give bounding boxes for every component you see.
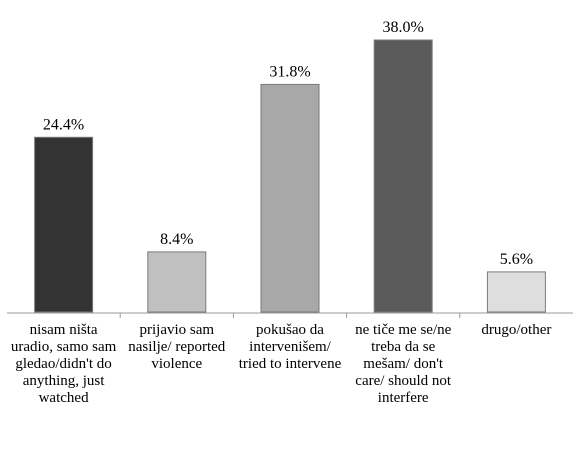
category-label-4: ne tiče me se/ne treba da se mešam/ don'… [355,322,452,406]
category-label-2: prijavio sam nasilje/ reported violence [128,322,226,372]
category-label-3: pokušao da intervenišem/ tried to interv… [238,322,342,372]
value-label-4: 38.0% [383,19,424,36]
category-label-1: nisam ništa uradio, samo sam gledao/didn… [10,322,117,406]
value-label-5: 5.6% [500,251,533,268]
bar-4 [373,39,433,313]
bar-5 [486,271,546,313]
bar-1 [34,136,94,313]
bar-2 [147,251,207,313]
value-label-3: 31.8% [269,63,310,80]
value-label-2: 8.4% [160,231,193,248]
category-label-5: drugo/other [481,322,552,338]
value-label-1: 24.4% [43,116,84,133]
bar-3 [260,83,320,313]
